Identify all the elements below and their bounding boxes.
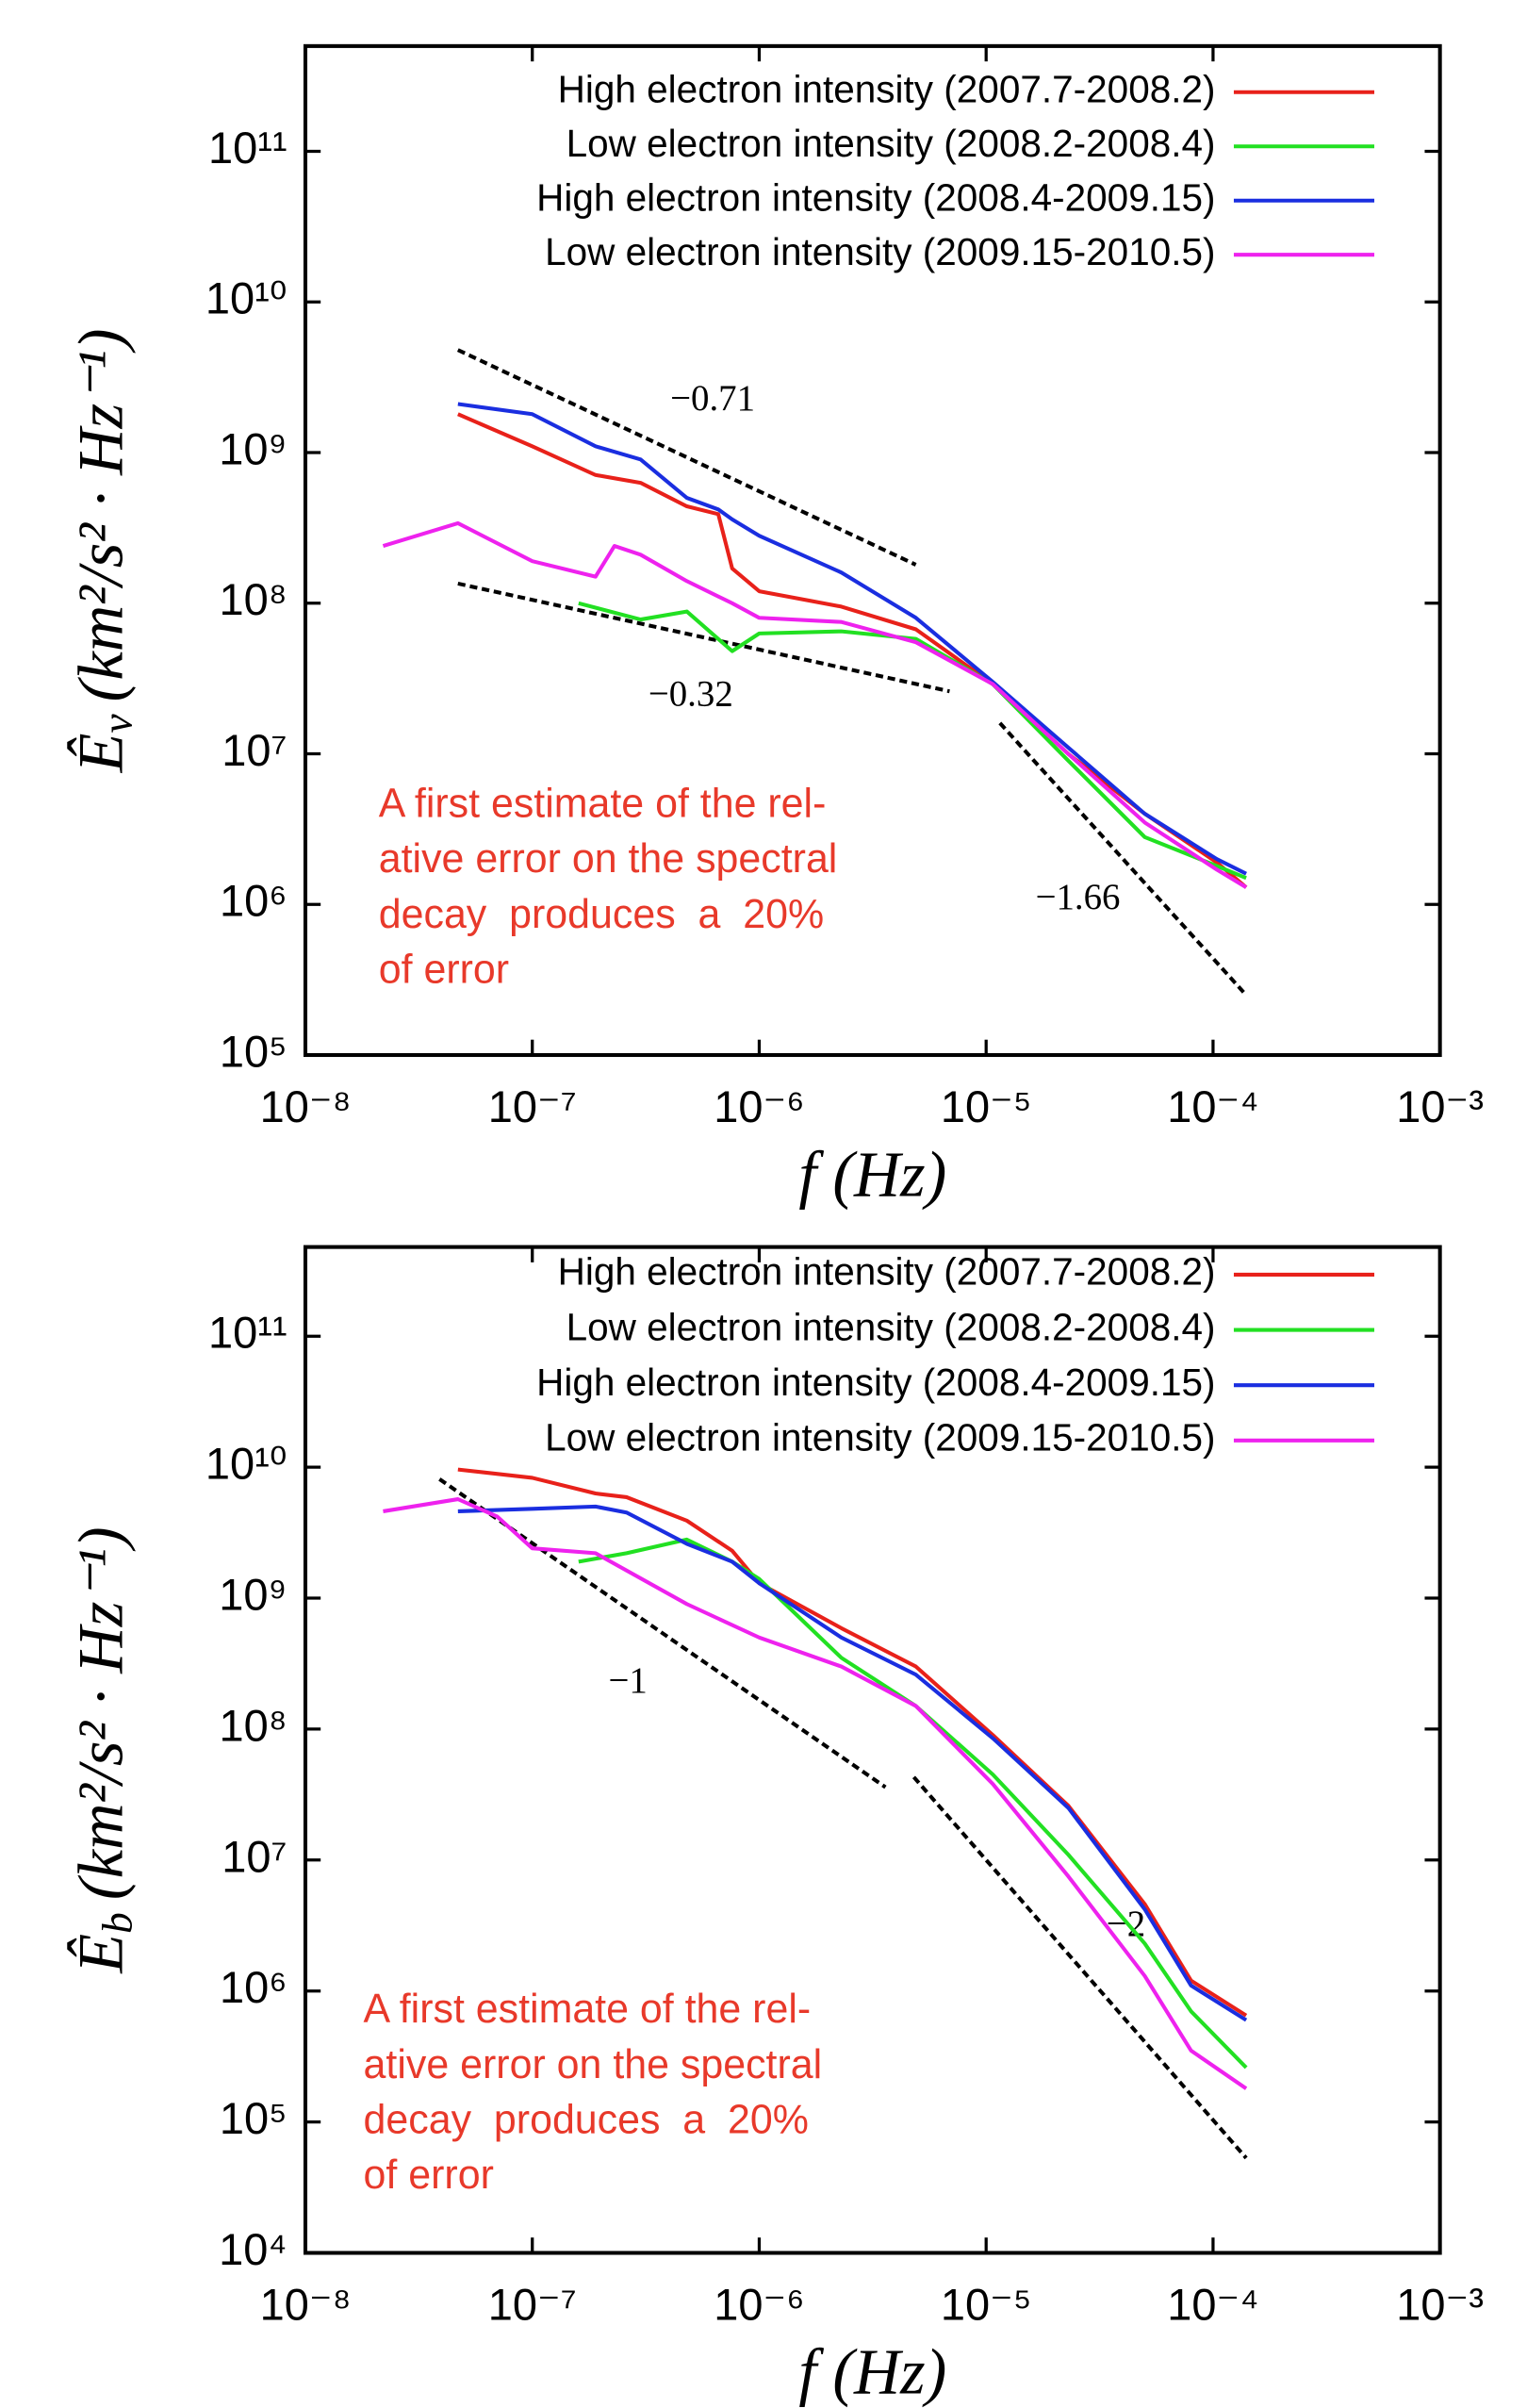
reference-line: [456, 348, 917, 567]
note-line: decay produces a 20%: [364, 2097, 809, 2142]
reference-label: −1: [608, 1660, 647, 1701]
chart: 10⁻⁸ 10⁻⁷ 10⁻⁶ 10⁻⁵ 10⁻⁴ 10⁻³ 10⁵ 10⁶ 10⁷ 10⁸ 10⁹ 1…: [64, 43, 1484, 1210]
x-axis-label: f (Hz): [798, 1138, 946, 1210]
legend-label: Low electron intensity (2009.15-2010.5): [545, 230, 1215, 273]
reference-line: [911, 1775, 1248, 2160]
y-axis-label: Êv (km²/s² · Hz⁻¹): [64, 328, 141, 773]
x-tick-label: 10⁻⁶: [714, 2279, 804, 2329]
legend-label: Low electron intensity (2008.2-2008.4): [566, 122, 1216, 165]
x-tick-label: 10⁻⁴: [1167, 2279, 1258, 2329]
x-tick-label: 10⁻⁴: [1167, 1081, 1258, 1131]
series-line: [457, 1504, 1248, 2022]
legend-label: Low electron intensity (2009.15-2010.5): [545, 1416, 1215, 1460]
y-tick-label: 10⁹: [219, 423, 287, 473]
note-line: ative error on the spectral: [364, 2042, 823, 2087]
plot-frame: [303, 43, 1442, 1058]
note-line: ative error on the spectral: [379, 836, 838, 882]
note-line: of error: [364, 2152, 494, 2198]
series-line: [382, 520, 1248, 889]
y-tick-label: 10⁴: [219, 2224, 287, 2274]
reference-line: [457, 581, 950, 694]
y-label-subscript: v: [93, 714, 141, 734]
y-tick-label: 10⁷: [222, 725, 287, 775]
legend-label: High electron intensity (2008.4-2009.15): [536, 175, 1215, 219]
y-tick-label: 10⁸: [219, 1700, 287, 1750]
y-tick-label: 10⁶: [220, 1962, 287, 2012]
legend-label: High electron intensity (2007.7-2008.2): [558, 1250, 1216, 1294]
x-tick-label: 10⁻⁵: [941, 2279, 1032, 2329]
note-line: of error: [379, 947, 509, 992]
y-label-units: (km²/s² · Hz⁻¹): [64, 1526, 136, 1900]
y-tick-label: 10⁹: [219, 1569, 287, 1619]
note-line: decay produces a 20%: [379, 892, 824, 937]
y-tick-label: 10¹⁰: [205, 1438, 287, 1488]
y-tick-label: 10⁵: [220, 1026, 287, 1076]
y-tick-label: 10¹¹: [208, 123, 287, 173]
plot-frame: [303, 1245, 1442, 2255]
y-label-symbol: Ê: [64, 734, 136, 774]
x-tick-label: 10⁻³: [1396, 2279, 1484, 2329]
x-axis-label: f (Hz): [798, 2336, 946, 2408]
x-tick-label: 10⁻⁷: [488, 1081, 577, 1131]
series-line: [457, 402, 1247, 876]
series-line: [383, 1497, 1248, 2090]
y-tick-label: 10⁵: [220, 2093, 287, 2143]
y-tick-label: 10¹⁰: [205, 273, 287, 323]
legend-label: High electron intensity (2008.4-2009.15): [536, 1361, 1215, 1404]
x-tick-label: 10⁻⁸: [260, 1081, 352, 1131]
series-line: [578, 601, 1247, 881]
series-line: [578, 1537, 1248, 2070]
note-line: A first estimate of the rel-: [379, 781, 827, 826]
series-line: [457, 1467, 1248, 2018]
y-tick-label: 10⁶: [220, 876, 287, 926]
x-tick-label: 10⁻³: [1396, 1081, 1484, 1131]
y-axis-label: Êb (km²/s² · Hz⁻¹): [64, 1526, 141, 1974]
reference-label: −0.71: [670, 378, 755, 419]
legend-label: Low electron intensity (2008.2-2008.4): [566, 1305, 1216, 1348]
y-tick-label: 10⁷: [222, 1831, 287, 1881]
reference-label: −1.66: [1036, 877, 1121, 917]
x-tick-label: 10⁻⁶: [714, 1081, 804, 1131]
y-label-units: (km²/s² · Hz⁻¹): [64, 328, 136, 701]
y-label-symbol: Ê: [64, 1934, 136, 1974]
x-tick-label: 10⁻⁵: [941, 1081, 1032, 1131]
y-label-subscript: b: [93, 1912, 141, 1934]
y-tick-label: 10⁸: [219, 574, 287, 624]
legend-label: High electron intensity (2007.7-2008.2): [558, 67, 1216, 110]
x-tick-label: 10⁻⁷: [488, 2279, 577, 2329]
note-line: A first estimate of the rel-: [364, 1987, 812, 2032]
chart: 10⁻⁸ 10⁻⁷ 10⁻⁶ 10⁻⁵ 10⁻⁴ 10⁻³ 10⁴ 10⁵ 10⁶ 10⁷ 10⁸ 1…: [64, 1245, 1484, 2408]
y-tick-label: 10¹¹: [208, 1308, 287, 1358]
reference-label: −0.32: [649, 674, 733, 715]
x-tick-label: 10⁻⁸: [260, 2279, 352, 2329]
